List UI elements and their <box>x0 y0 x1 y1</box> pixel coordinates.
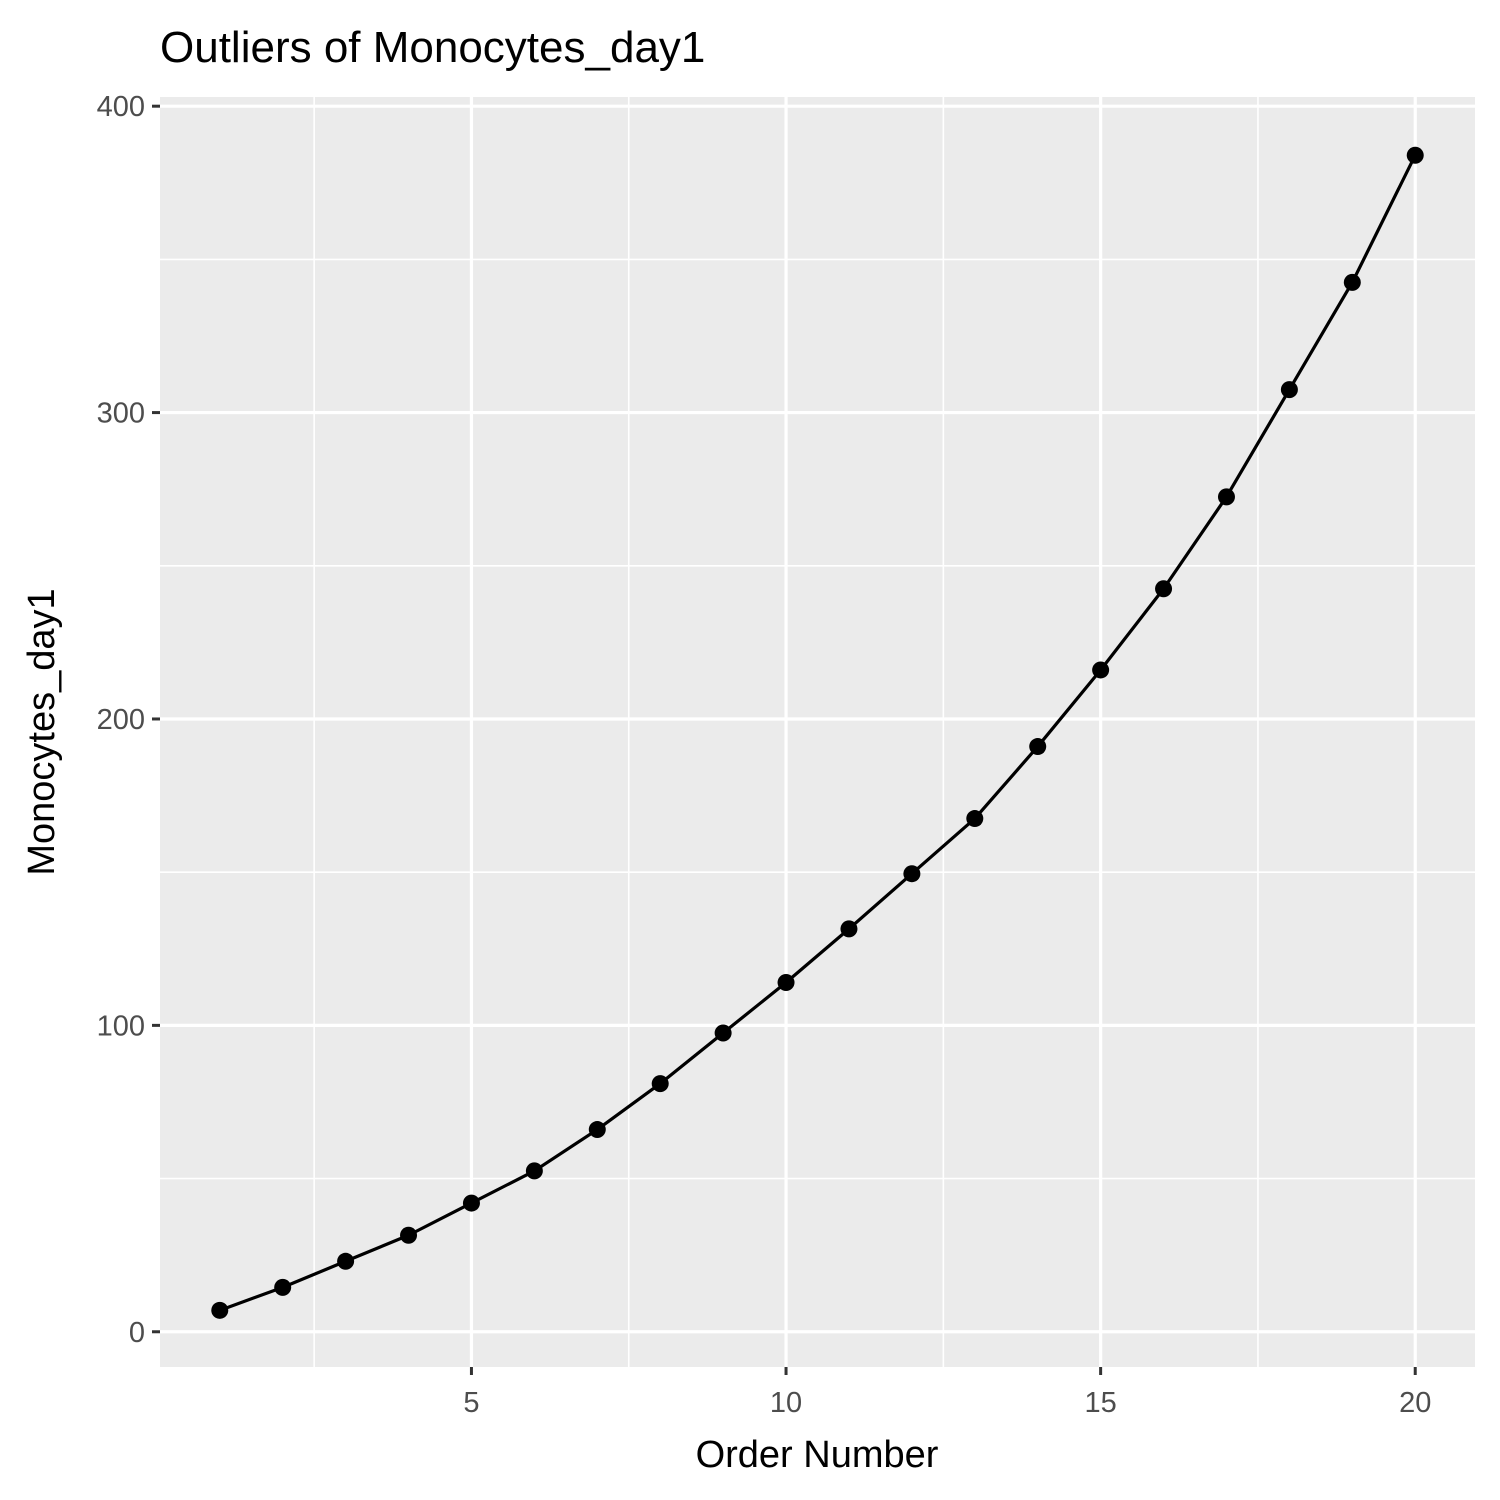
data-point <box>966 810 984 828</box>
major-gridlines <box>160 97 1475 1367</box>
minor-gridlines <box>160 97 1475 1367</box>
y-tick-label: 0 <box>129 1317 145 1349</box>
x-tick-label: 10 <box>770 1387 802 1419</box>
series-line <box>219 154 1417 1312</box>
data-point <box>777 973 795 991</box>
data-point <box>651 1075 669 1093</box>
x-axis: 5 10 15 20 <box>463 1367 1431 1419</box>
data-point <box>588 1121 606 1139</box>
y-tick-label: 100 <box>97 1010 145 1042</box>
data-point <box>1343 273 1361 291</box>
y-tick-label: 400 <box>97 91 145 123</box>
x-axis-title: Order Number <box>696 1434 939 1476</box>
data-point <box>1155 580 1173 598</box>
x-tick-label: 20 <box>1399 1387 1431 1419</box>
data-point <box>1217 488 1235 506</box>
data-point <box>274 1278 292 1296</box>
data-point <box>714 1024 732 1042</box>
y-tick-label: 200 <box>97 704 145 736</box>
data-point <box>211 1301 229 1319</box>
data-point <box>1029 738 1047 756</box>
data-point <box>400 1226 418 1244</box>
chart-title: Outliers of Monocytes_day1 <box>160 23 705 72</box>
x-tick-label: 15 <box>1085 1387 1117 1419</box>
data-point <box>337 1252 355 1270</box>
data-point <box>462 1194 480 1212</box>
y-axis-title: Monocytes_day1 <box>21 588 63 875</box>
data-point <box>525 1162 543 1180</box>
y-axis: 0 100 200 300 400 <box>97 91 160 1349</box>
data-point <box>903 865 921 883</box>
data-point <box>1092 661 1110 679</box>
plot-panel <box>160 97 1475 1367</box>
y-tick-label: 300 <box>97 398 145 430</box>
data-point <box>840 920 858 938</box>
data-point <box>1280 381 1298 399</box>
x-tick-label: 5 <box>463 1387 479 1419</box>
data-point <box>1406 146 1424 164</box>
data-series <box>211 146 1424 1319</box>
